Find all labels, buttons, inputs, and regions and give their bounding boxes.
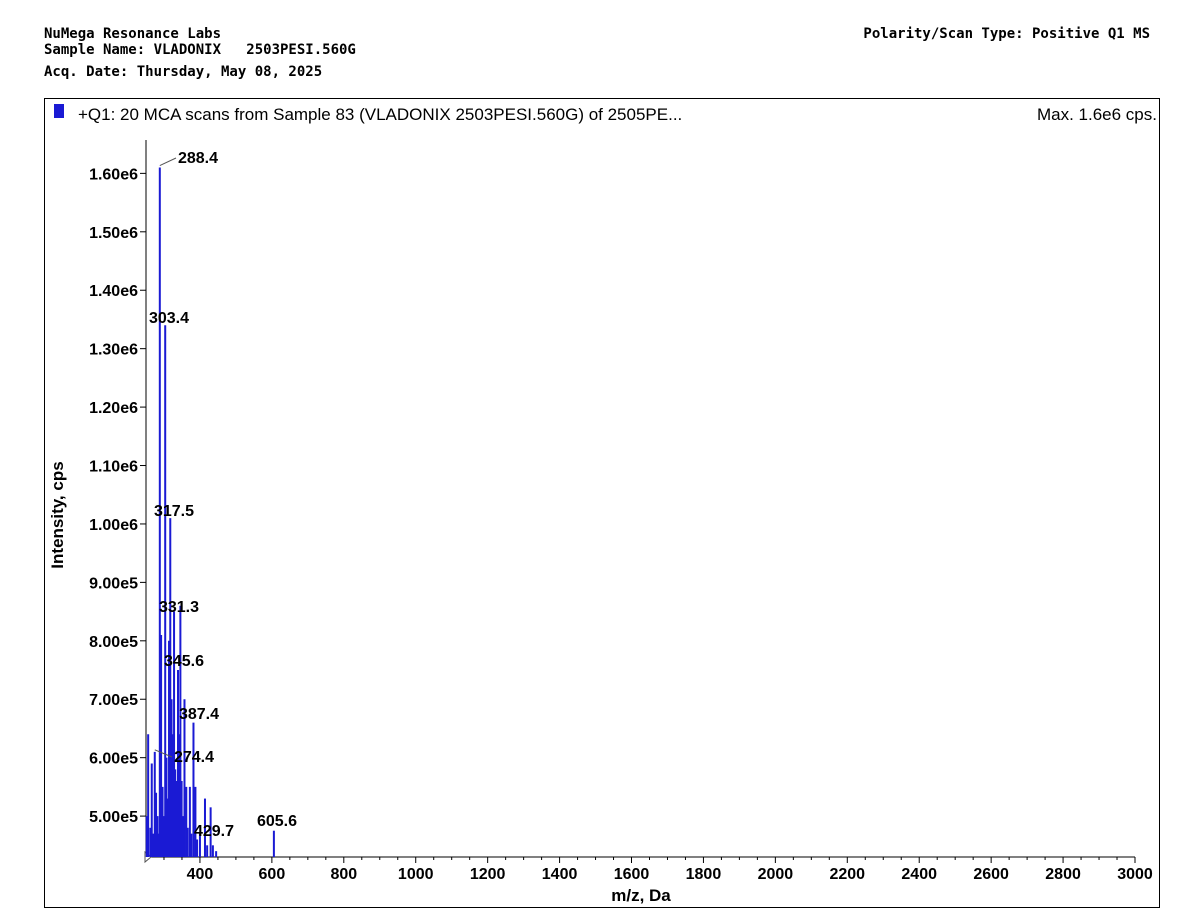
x-tick-label: 1200 [470,866,506,883]
x-tick-label: 400 [187,866,214,883]
peak-label: 288.4 [178,150,218,167]
y-tick-label: 1.50e6 [89,225,138,242]
y-tick-label: 7.00e5 [89,692,138,709]
x-tick-label: 2600 [973,866,1009,883]
lab-name: NuMega Resonance Labs [44,26,222,42]
y-axis: 5.00e5 6.00e5 7.00e5 8.00e5 9.00e5 1.00e6 1.10… [89,140,147,857]
peak-label: 429.7 [194,823,234,840]
polarity-scan-type: Polarity/Scan Type: Positive Q1 MS [863,26,1150,42]
y-tick-label: 1.30e6 [89,342,138,359]
x-tick-label: 1600 [614,866,650,883]
y-tick-label: 1.40e6 [89,283,138,300]
max-intensity-label: Max. 1.6e6 cps. [1037,105,1157,124]
chart-title: +Q1: 20 MCA scans from Sample 83 (VLADON… [78,105,682,124]
peak-label: 317.5 [154,503,194,520]
x-tick-label: 2800 [1045,866,1081,883]
sample-name: Sample Name: VLADONIX 2503PESI.560G [44,42,356,58]
y-tick-label: 5.00e5 [89,809,138,826]
x-tick-label: 1400 [542,866,578,883]
peak-label: 331.3 [159,599,199,616]
peak-labels: 288.4 303.4 317.5 331.3 345.6 387.4 274.4 429.7… [149,150,297,840]
x-tick-label: 600 [259,866,286,883]
acquisition-date: Acq. Date: Thursday, May 08, 2025 [44,64,323,80]
peak-label: 387.4 [179,706,219,723]
peak-label: 303.4 [149,310,189,327]
x-tick-label: 2000 [758,866,794,883]
peak-label: 274.4 [174,749,214,766]
x-tick-label: 2200 [829,866,865,883]
x-axis-label: m/z, Da [611,886,671,905]
y-tick-label: 8.00e5 [89,634,138,651]
x-tick-label: 3000 [1117,866,1153,883]
spectrum-panel [44,98,1160,908]
y-tick-label: 1.60e6 [89,166,138,183]
y-axis-label: Intensity, cps [48,461,67,568]
x-tick-label: 2400 [901,866,937,883]
peak-label: 605.6 [257,813,297,830]
y-tick-label: 6.00e5 [89,751,138,768]
peak-bars [145,167,275,857]
x-axis: 400 600 800 1000 1200 1400 1600 1800 2000 2200 240… [144,850,1153,883]
y-tick-label: 1.10e6 [89,459,138,476]
x-tick-label: 1000 [398,866,434,883]
x-tick-label: 800 [330,866,357,883]
peak-label-leader [159,157,177,166]
peak-label: 345.6 [164,653,204,670]
x-tick-label: 1800 [686,866,722,883]
y-tick-label: 9.00e5 [89,575,138,592]
y-tick-label: 1.20e6 [89,400,138,417]
series-color-swatch [54,104,64,118]
y-tick-label: 1.00e6 [89,517,138,534]
peak-label-leader [154,749,173,758]
